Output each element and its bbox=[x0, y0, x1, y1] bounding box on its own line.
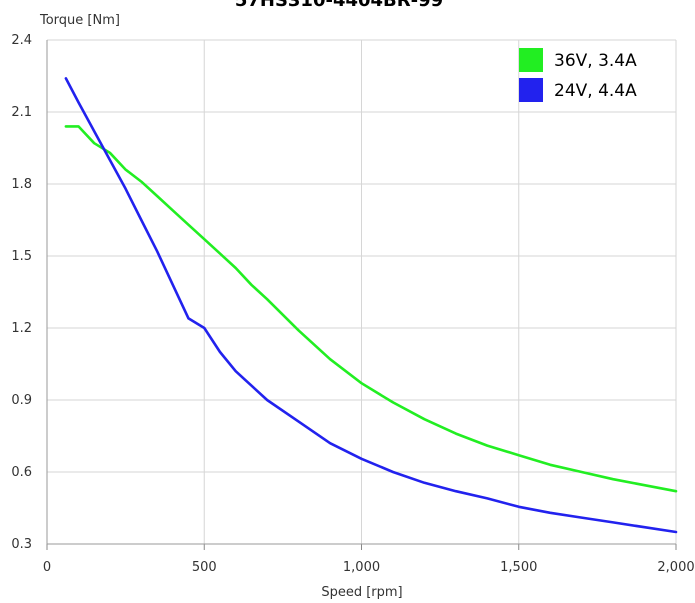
x-tick-label: 1,000 bbox=[343, 560, 380, 575]
gridlines bbox=[47, 39, 677, 545]
y-tick-label: 0.6 bbox=[11, 465, 32, 480]
x-tick-label: 1,500 bbox=[500, 560, 537, 575]
y-tick-label: 0.3 bbox=[11, 537, 32, 552]
x-tick-labels: 0 500 1,000 1,500 2,000 bbox=[43, 560, 695, 575]
legend-swatch-2 bbox=[519, 78, 543, 102]
y-tick-label: 2.1 bbox=[11, 105, 32, 120]
y-tick-label: 0.9 bbox=[11, 393, 32, 408]
legend-label-1: 36V, 3.4A bbox=[554, 51, 637, 71]
axes bbox=[46, 40, 677, 550]
y-tick-label: 1.5 bbox=[11, 249, 32, 264]
chart-title: 57HS310-4404BR-99 bbox=[235, 0, 443, 11]
y-tick-label: 1.8 bbox=[11, 177, 32, 192]
series-lines bbox=[64, 77, 678, 534]
x-tick-label: 2,000 bbox=[657, 560, 694, 575]
series-line-1 bbox=[64, 125, 678, 493]
y-tick-label: 1.2 bbox=[11, 321, 32, 336]
legend-label-2: 24V, 4.4A bbox=[554, 81, 637, 101]
x-axis-title: Speed [rpm] bbox=[321, 585, 402, 600]
y-tick-labels: 0.3 0.6 0.9 1.2 1.5 1.8 2.1 2.4 bbox=[11, 33, 32, 552]
y-axis-title: Torque [Nm] bbox=[39, 13, 120, 28]
y-tick-label: 2.4 bbox=[11, 33, 32, 48]
series-line-2 bbox=[64, 77, 678, 534]
legend-swatch-1 bbox=[519, 48, 543, 72]
x-tick-label: 0 bbox=[43, 560, 51, 575]
legend: 36V, 3.4A 24V, 4.4A bbox=[519, 48, 637, 102]
x-tick-label: 500 bbox=[192, 560, 217, 575]
